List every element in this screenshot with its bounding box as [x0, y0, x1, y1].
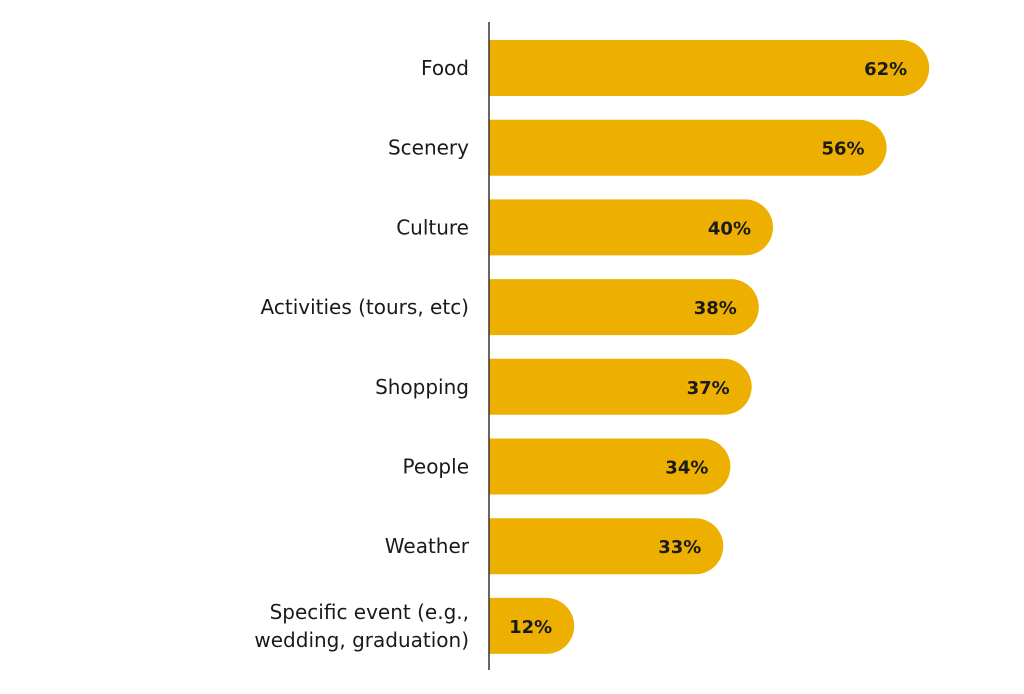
bar-people: [489, 438, 731, 495]
value-label-shopping: 37%: [687, 378, 730, 399]
bar-culture: [489, 199, 773, 256]
bar-specific-event-e-g-wedding-graduation: [489, 597, 575, 654]
category-label-activities-tours-etc: Activities (tours, etc): [261, 295, 469, 319]
value-label-specific-event-e-g-wedding-graduation: 12%: [509, 617, 552, 638]
bar-shopping: [489, 358, 752, 415]
category-labels: Food Scenery Culture Activities (tours, etc…: [254, 56, 469, 652]
value-label-activities-tours-etc: 38%: [694, 298, 737, 319]
bar-weather: [489, 518, 724, 575]
category-label-food: Food: [421, 56, 469, 80]
category-label-specific-event-e-g-wedding-graduation: Specific event (e.g., wedding, graduation…: [254, 600, 469, 652]
category-label-weather: Weather: [385, 534, 470, 558]
category-label-culture: Culture: [396, 215, 469, 239]
value-label-people: 34%: [665, 458, 708, 479]
bar-food: [489, 40, 930, 96]
bar-scenery: [489, 119, 887, 176]
category-label-scenery: Scenery: [388, 136, 469, 160]
value-label-weather: 33%: [658, 537, 701, 558]
value-label-food: 62%: [864, 59, 907, 80]
value-label-culture: 40%: [708, 218, 751, 239]
category-label-shopping: Shopping: [375, 375, 469, 399]
category-label-people: People: [403, 455, 469, 479]
bar-activities-tours-etc: [489, 279, 759, 336]
value-label-scenery: 56%: [822, 139, 865, 160]
bars-layer: 62% 56% 40% 38% 37% 34% 33% 12%: [489, 40, 930, 654]
